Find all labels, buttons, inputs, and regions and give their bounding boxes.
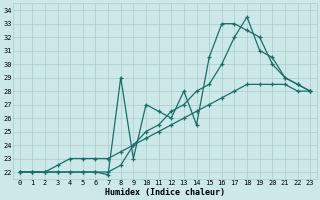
X-axis label: Humidex (Indice chaleur): Humidex (Indice chaleur): [105, 188, 225, 197]
